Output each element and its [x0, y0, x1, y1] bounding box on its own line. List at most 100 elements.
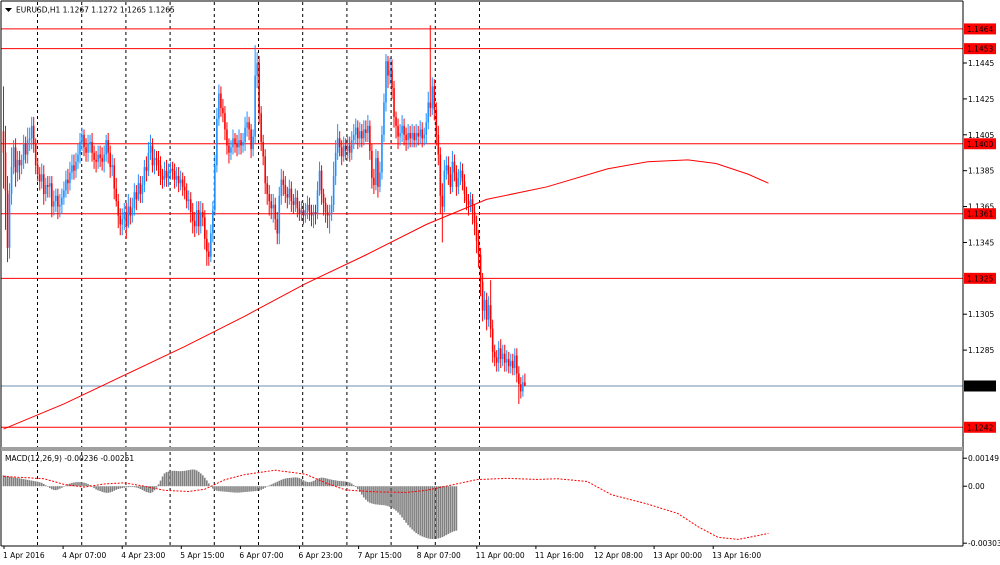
macd-histogram-bar — [234, 486, 236, 493]
candle-body — [125, 211, 128, 227]
macd-histogram-bar — [222, 486, 224, 492]
macd-histogram-bar — [115, 486, 118, 490]
candle-body — [338, 138, 341, 148]
macd-histogram-bar — [165, 472, 168, 487]
candle-body — [16, 159, 19, 173]
candle-body — [459, 170, 462, 178]
macd-histogram-bar — [296, 477, 299, 487]
candle-body — [147, 152, 150, 171]
candle-body — [457, 177, 460, 187]
candle-body — [48, 183, 51, 187]
candle-body — [473, 211, 476, 223]
candle-body — [314, 211, 317, 214]
candle-body — [369, 125, 371, 151]
candle-body — [485, 299, 488, 320]
macd-histogram-bar — [6, 476, 9, 487]
candle-body — [509, 360, 512, 367]
candle-body — [304, 210, 307, 216]
candle-body — [107, 140, 109, 153]
time-tick-label: 6 Apr 07:00 — [239, 551, 283, 560]
macd-histogram-bar — [435, 486, 438, 539]
macd-histogram-bar — [216, 486, 218, 491]
candle-body — [137, 183, 140, 200]
macd-histogram-bar — [42, 483, 45, 487]
macd-histogram-bar — [53, 486, 55, 490]
candle-body — [234, 138, 236, 144]
candle-body — [433, 86, 436, 110]
macd-histogram-bar — [22, 479, 25, 487]
candle-body — [67, 179, 69, 184]
candle-body — [230, 147, 232, 153]
macd-histogram-bar — [24, 479, 27, 487]
candle-body — [165, 170, 168, 178]
candle-body — [447, 165, 450, 175]
candle-body — [101, 158, 103, 162]
candle-body — [507, 359, 510, 367]
candle-body — [381, 134, 383, 173]
candle-body — [18, 159, 21, 166]
candle-body — [36, 165, 39, 175]
level-label-bg — [964, 272, 996, 284]
macd-histogram-bar — [10, 477, 13, 487]
candle-body — [377, 158, 379, 187]
candle-body — [220, 93, 222, 108]
candle-body — [22, 143, 25, 160]
candle-body — [359, 131, 361, 139]
macd-histogram-bar — [103, 486, 105, 493]
macd-histogram-bar — [298, 478, 301, 487]
candle-body — [363, 129, 365, 139]
macd-histogram-bar — [248, 486, 250, 492]
candle-body — [268, 193, 271, 202]
price-axis: 1.1445 1.1425 1.1405 1.1385 1.1365 1.1345 1.13… — [963, 23, 996, 433]
candle-body — [365, 129, 367, 133]
price-tick-label: 1.1385 — [968, 167, 994, 176]
candle-body — [467, 201, 470, 205]
candle-body — [288, 188, 291, 198]
macd-histogram-bar — [111, 486, 114, 492]
candle-body — [201, 211, 204, 218]
macd-histogram-bar — [314, 479, 317, 487]
level-label-bg — [964, 208, 996, 220]
candle-body — [272, 204, 275, 209]
candle-body — [105, 140, 107, 155]
macd-histogram-bar — [427, 486, 430, 539]
macd-histogram-bar — [232, 486, 234, 493]
macd-histogram-bar — [389, 486, 391, 507]
macd-histogram-bar — [206, 480, 208, 487]
time-tick-label: 5 Apr 15:00 — [180, 551, 224, 560]
pane-separator[interactable] — [1, 447, 963, 451]
triangle-down-icon[interactable] — [5, 8, 12, 12]
macd-histogram-bar — [264, 486, 266, 488]
macd-histogram-bar — [361, 486, 363, 495]
macd-tick-label: -0.00303 — [968, 539, 1000, 548]
time-axis: 1 Apr 2016 4 Apr 07:00 4 Apr 23:00 5 Apr 15… — [3, 546, 761, 560]
candle-body — [427, 102, 430, 123]
candle-body — [171, 168, 174, 171]
macd-histogram-bar — [93, 486, 95, 489]
candle-body — [135, 192, 138, 200]
candle-body — [463, 181, 466, 194]
candle-body — [177, 176, 180, 184]
candle-body — [97, 154, 99, 162]
macd-histogram-bar — [336, 480, 339, 487]
candle-body — [298, 208, 301, 214]
candle-body — [407, 132, 409, 141]
macd-histogram-bar — [238, 486, 240, 493]
candle-body — [501, 353, 504, 360]
candle-body — [399, 132, 401, 137]
candle-body — [401, 125, 403, 133]
candle-body — [292, 201, 295, 205]
price-tick-label: 1.1345 — [968, 238, 994, 247]
candle-body — [318, 170, 321, 191]
candle-body — [85, 147, 87, 153]
macd-histogram-bar — [141, 486, 144, 490]
macd-histogram-bar — [95, 486, 97, 490]
macd-histogram-bar — [419, 486, 421, 536]
macd-histogram-bar — [308, 482, 311, 487]
current-price-label-bg — [964, 380, 996, 392]
candle-body — [89, 141, 91, 144]
macd-histogram-bar — [169, 471, 172, 487]
time-tick-label: 8 Apr 07:00 — [417, 551, 461, 560]
